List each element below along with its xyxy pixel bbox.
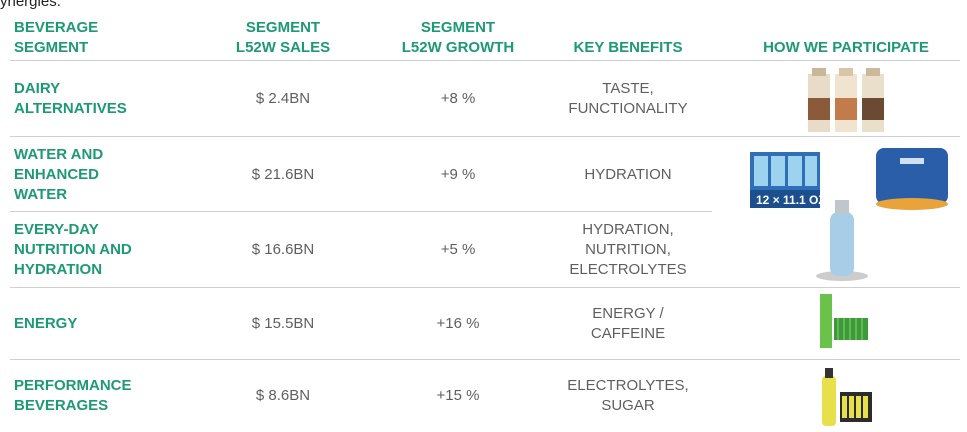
energy-cans bbox=[818, 292, 870, 352]
column-header: SEGMENT L52W SALES bbox=[218, 8, 348, 58]
cell-text: +16 % bbox=[370, 288, 546, 360]
carton bbox=[808, 68, 830, 132]
cell-text: ENERGY / CAFFEINE bbox=[540, 288, 716, 360]
column-header: HOW WE PARTICIPATE bbox=[730, 8, 962, 58]
row-divider bbox=[10, 136, 960, 137]
cell-text: +5 % bbox=[370, 212, 546, 288]
row-divider bbox=[10, 60, 960, 61]
cell-text: ELECTROLYTES, SUGAR bbox=[540, 360, 716, 432]
cell-text: $ 21.6BN bbox=[218, 137, 348, 212]
row-label: WATER AND ENHANCED WATER bbox=[14, 137, 214, 212]
cell-text: +15 % bbox=[370, 360, 546, 432]
water-case: 12 × 11.1 OZ bbox=[748, 150, 822, 210]
row-divider bbox=[10, 211, 712, 212]
cell-text: +9 % bbox=[370, 137, 546, 212]
cell-text: $ 2.4BN bbox=[218, 62, 348, 136]
pack-label: 12 × 11.1 OZ bbox=[756, 193, 822, 207]
row-label: ENERGY bbox=[14, 288, 214, 360]
bottle bbox=[814, 198, 870, 282]
dairy-cartons bbox=[806, 68, 888, 134]
row-label: PERFORMANCE BEVERAGES bbox=[14, 360, 214, 432]
cell-text: HYDRATION, NUTRITION, ELECTROLYTES bbox=[540, 212, 716, 288]
row-label: EVERY-DAY NUTRITION AND HYDRATION bbox=[14, 212, 214, 288]
row-divider bbox=[10, 359, 960, 360]
cell-text: $ 8.6BN bbox=[218, 360, 348, 432]
carton bbox=[835, 68, 857, 132]
column-header: SEGMENT L52W GROWTH bbox=[370, 8, 546, 58]
cell-text: +8 % bbox=[370, 62, 546, 136]
bag bbox=[872, 146, 952, 210]
row-divider bbox=[10, 287, 960, 288]
row-label: DAIRY ALTERNATIVES bbox=[14, 62, 214, 136]
cell-text: TASTE, FUNCTIONALITY bbox=[540, 62, 716, 136]
page: ynergies. 12 × 11.1 OZ (() => { const da… bbox=[0, 0, 967, 432]
cell-text: $ 15.5BN bbox=[218, 288, 348, 360]
cell-text: HYDRATION bbox=[540, 137, 716, 212]
performance-bottles bbox=[818, 366, 874, 428]
carton bbox=[862, 68, 884, 132]
cell-text: $ 16.6BN bbox=[218, 212, 348, 288]
column-header: BEVERAGE SEGMENT bbox=[14, 8, 214, 58]
column-header: KEY BENEFITS bbox=[540, 8, 716, 58]
